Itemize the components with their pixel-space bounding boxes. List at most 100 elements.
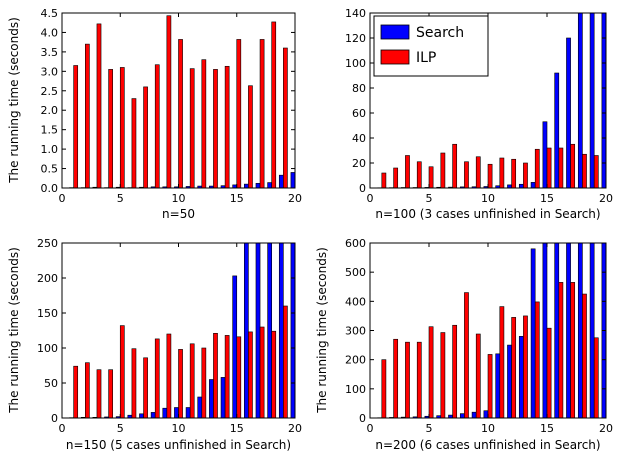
panel-n50: 0 5 10 15 20 0.0 0.5 1.0 1.5 2.0 2.5 3.0 3.5 4.0 4.5 n=… bbox=[7, 7, 302, 221]
bar-ilp-19 bbox=[283, 305, 288, 418]
bar-ilp-11 bbox=[499, 157, 505, 188]
x-axis-label: n=50 bbox=[162, 207, 195, 221]
y-tick-label: 50 bbox=[44, 377, 58, 390]
bar-ilp-8 bbox=[464, 161, 469, 188]
bar-ilp-2 bbox=[393, 167, 399, 188]
x-tick-label: 20 bbox=[599, 422, 613, 435]
y-tick-label: 500 bbox=[345, 266, 366, 279]
y-tick-label: 200 bbox=[345, 354, 366, 367]
y-tick-label: 120 bbox=[345, 32, 366, 45]
bar-ilp-13 bbox=[523, 315, 528, 418]
bar-ilp-19 bbox=[593, 337, 599, 418]
bar-search-10 bbox=[174, 407, 179, 418]
y-tick-label: 600 bbox=[345, 237, 366, 250]
y-tick-label: 140 bbox=[345, 7, 366, 20]
bar-ilp-12 bbox=[201, 59, 207, 188]
bar-ilp-11 bbox=[189, 68, 195, 188]
bar-ilp-9 bbox=[166, 15, 172, 188]
bar-search-18 bbox=[577, 13, 583, 188]
x-tick-label: 15 bbox=[540, 422, 554, 435]
bar-search-19 bbox=[589, 243, 595, 418]
bar-ilp-13 bbox=[213, 69, 218, 188]
x-tick-label: 0 bbox=[367, 422, 374, 435]
bar-ilp-14 bbox=[534, 148, 540, 188]
bar-search-15 bbox=[232, 275, 238, 418]
x-tick-label: 15 bbox=[230, 422, 244, 435]
y-tick-label: 60 bbox=[352, 107, 366, 120]
bar-ilp-17 bbox=[259, 326, 265, 418]
bar-ilp-15 bbox=[236, 39, 242, 188]
bar-ilp-16 bbox=[248, 85, 253, 188]
bar-ilp-6 bbox=[440, 332, 446, 418]
y-tick-label: 0.5 bbox=[41, 163, 59, 176]
bar-ilp-15 bbox=[546, 327, 552, 418]
bar-search-7 bbox=[139, 413, 144, 418]
y-axis-label: The running time (seconds) bbox=[7, 247, 21, 414]
bar-ilp-17 bbox=[570, 143, 576, 188]
bar-ilp-6 bbox=[440, 152, 446, 188]
y-tick-label: 3.0 bbox=[41, 65, 59, 78]
x-tick-label: 10 bbox=[481, 192, 495, 205]
bar-search-19 bbox=[278, 243, 284, 418]
bar-search-15 bbox=[542, 121, 548, 188]
x-tick-label: 15 bbox=[230, 192, 244, 205]
bar-ilp-8 bbox=[154, 338, 160, 418]
bar-search-13 bbox=[518, 183, 524, 188]
bar-search-12 bbox=[197, 396, 203, 418]
y-tick-label: 2.5 bbox=[41, 85, 59, 98]
y-tick-label: 1.0 bbox=[41, 143, 59, 156]
bar-ilp-12 bbox=[511, 317, 517, 418]
bar-ilp-8 bbox=[154, 64, 160, 188]
bar-search-17 bbox=[566, 37, 571, 188]
bar-ilp-8 bbox=[464, 292, 469, 418]
bar-ilp-7 bbox=[143, 86, 148, 188]
bar-ilp-12 bbox=[201, 347, 207, 418]
bar-search-16 bbox=[244, 243, 249, 418]
bar-ilp-18 bbox=[271, 21, 277, 188]
x-tick-label: 10 bbox=[172, 192, 186, 205]
bar-ilp-16 bbox=[248, 331, 253, 418]
bar-ilp-20 bbox=[294, 34, 295, 188]
x-tick-label: 5 bbox=[426, 422, 433, 435]
bar-search-13 bbox=[518, 336, 524, 418]
y-tick-label: 0 bbox=[359, 412, 366, 425]
bar-search-9 bbox=[471, 411, 477, 418]
bar-search-16 bbox=[554, 72, 560, 188]
x-tick-label: 20 bbox=[288, 422, 302, 435]
bar-search-19 bbox=[589, 13, 595, 188]
x-tick-label: 20 bbox=[288, 192, 302, 205]
bar-ilp-19 bbox=[283, 47, 288, 188]
bar-ilp-2 bbox=[85, 43, 90, 188]
legend: Search ILP bbox=[373, 15, 489, 77]
bar-search-10 bbox=[483, 410, 489, 418]
bar-ilp-10 bbox=[487, 354, 493, 418]
bar-ilp-9 bbox=[166, 333, 172, 418]
bar-search-14 bbox=[220, 377, 226, 418]
bar-search-9 bbox=[162, 407, 168, 418]
bar-ilp-3 bbox=[405, 155, 410, 188]
panel-n100: 0 5 10 15 20 0 20 40 60 80 100 120 140 n=100 (3 cases… bbox=[345, 7, 613, 221]
bar-ilp-15 bbox=[236, 336, 242, 418]
bar-ilp-1 bbox=[73, 365, 79, 418]
bar-ilp-20 bbox=[605, 155, 606, 188]
legend-label-search: Search bbox=[416, 25, 464, 41]
y-axis-label: The running time (seconds) bbox=[7, 17, 21, 184]
y-tick-label: 0 bbox=[359, 182, 366, 195]
bars bbox=[377, 13, 606, 188]
bar-search-15 bbox=[542, 243, 548, 418]
bar-search-16 bbox=[244, 183, 249, 188]
bar-search-14 bbox=[530, 182, 536, 188]
bar-search-16 bbox=[554, 243, 560, 418]
y-tick-label: 100 bbox=[345, 57, 366, 70]
x-tick-label: 10 bbox=[172, 422, 186, 435]
x-tick-label: 0 bbox=[59, 192, 66, 205]
y-tick-label: 80 bbox=[352, 82, 366, 95]
y-tick-label: 2.0 bbox=[41, 104, 59, 117]
legend-swatch-ilp bbox=[380, 49, 410, 65]
bar-search-12 bbox=[507, 344, 512, 418]
bar-search-18 bbox=[577, 243, 583, 418]
bar-ilp-5 bbox=[119, 325, 125, 418]
x-tick-label: 5 bbox=[117, 192, 124, 205]
x-tick-label: 0 bbox=[367, 192, 374, 205]
